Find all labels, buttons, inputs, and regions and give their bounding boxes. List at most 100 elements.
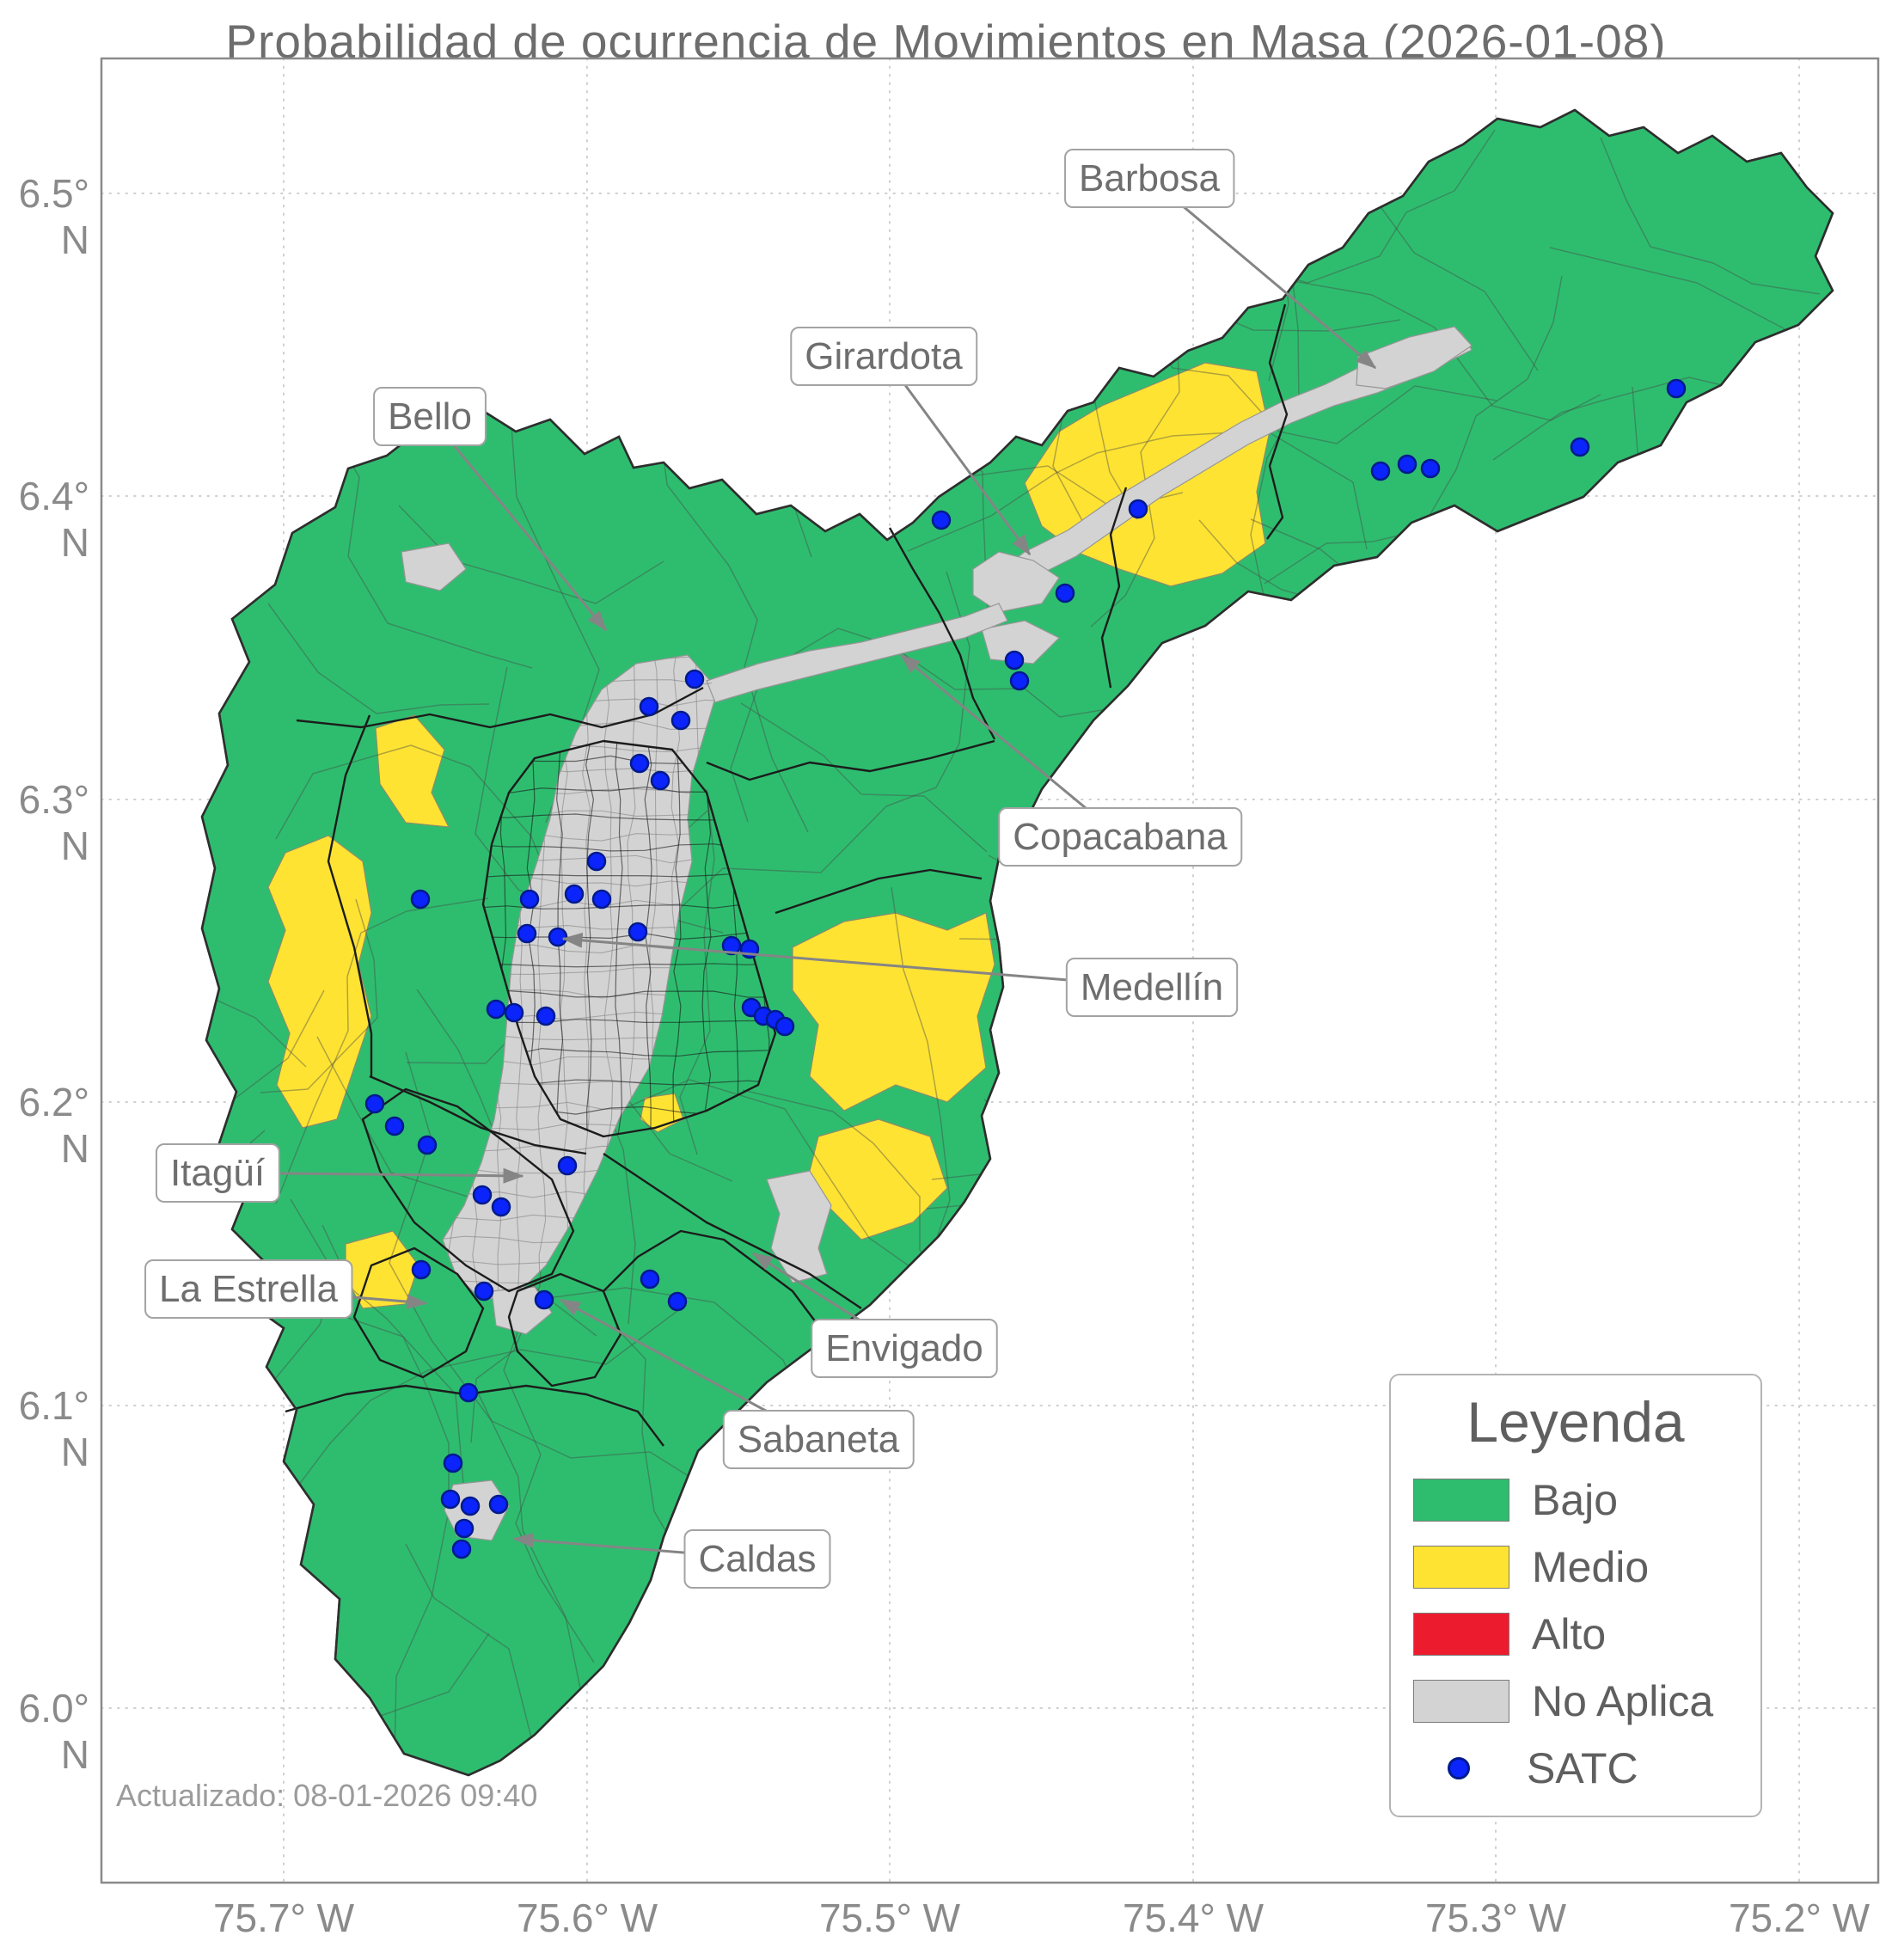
legend: Leyenda Bajo Medio Alto No Aplica SATC xyxy=(1389,1374,1762,1817)
satc-dot xyxy=(534,1289,554,1310)
legend-swatch-medio xyxy=(1413,1546,1509,1589)
satc-dot xyxy=(451,1539,472,1559)
region-no-aplica-patch xyxy=(981,620,1061,665)
legend-item-alto: Alto xyxy=(1413,1601,1738,1668)
region-medio-patch xyxy=(267,835,372,1129)
y-tick-label: 6.1° N xyxy=(18,1383,89,1474)
region-no-aplica-patch xyxy=(706,603,1008,703)
callout-box-sabaneta xyxy=(722,1410,915,1469)
satc-dot xyxy=(517,923,537,944)
municipality-boundary xyxy=(603,1229,819,1326)
satc-dot xyxy=(1370,461,1391,481)
satc-dot xyxy=(1055,583,1075,603)
satc-dot xyxy=(454,1518,475,1539)
satc-dot xyxy=(670,710,691,731)
satc-dot xyxy=(504,1002,524,1023)
x-tick-label: 75.6° W xyxy=(516,1896,658,1940)
satc-dot xyxy=(443,1453,463,1473)
y-tick-label: 6.0° N xyxy=(18,1686,89,1777)
satc-dot xyxy=(1420,458,1441,479)
satc-dot xyxy=(586,851,607,872)
satc-dot xyxy=(1397,454,1417,475)
satc-dot xyxy=(628,922,648,942)
satc-dot xyxy=(591,889,612,910)
satc-dot xyxy=(384,1116,405,1136)
municipality-boundary xyxy=(1266,303,1289,540)
callout-arrow-medellin xyxy=(561,932,1153,989)
plot-border xyxy=(100,57,1880,1884)
callout-label-itagui: Itagüí xyxy=(170,1152,266,1194)
y-tick-label: 6.5° N xyxy=(18,171,89,262)
region-outline xyxy=(200,108,1834,1777)
satc-dot xyxy=(417,1135,438,1155)
region-no-aplica-patch xyxy=(766,1170,832,1283)
callout-arrow-copacabana xyxy=(899,653,1121,838)
satc-dot xyxy=(536,1006,556,1026)
municipality-boundary xyxy=(481,739,777,1138)
legend-label-bajo: Bajo xyxy=(1532,1476,1619,1524)
updated-timestamp: Actualizado: 08-01-2026 09:40 xyxy=(116,1778,538,1813)
satc-dot xyxy=(472,1185,493,1205)
callout-arrow-barbosa xyxy=(1148,176,1377,370)
municipality-boundary xyxy=(327,714,373,1076)
x-tick-label: 75.5° W xyxy=(818,1896,961,1940)
callout-label-barbosa: Barbosa xyxy=(1079,157,1220,199)
satc-dot xyxy=(650,770,670,791)
callout-label-medellin: Medellín xyxy=(1081,966,1223,1008)
legend-item-medio: Medio xyxy=(1413,1534,1738,1601)
satc-dot xyxy=(486,999,506,1020)
satc-dot xyxy=(775,1016,795,1037)
satc-dot xyxy=(474,1281,494,1302)
y-tick-label: 6.3° N xyxy=(18,777,89,868)
municipality-boundary xyxy=(361,1087,575,1293)
satc-dot-icon xyxy=(1448,1757,1470,1779)
satc-dot xyxy=(364,1093,385,1114)
satc-dot xyxy=(440,1489,461,1510)
callout-box-la-estrella xyxy=(144,1259,353,1319)
callout-box-copacabana xyxy=(998,807,1243,867)
municipality-boundary xyxy=(1100,487,1128,689)
municipality-boundary xyxy=(888,527,996,740)
satc-stations xyxy=(364,378,1687,1559)
satc-dot xyxy=(564,884,585,904)
legend-label-no-aplica: No Aplica xyxy=(1532,1677,1714,1725)
satc-dot xyxy=(1004,650,1025,671)
region-medio-patch xyxy=(792,912,995,1112)
satc-dot xyxy=(519,889,540,910)
x-tick-label: 75.4° W xyxy=(1122,1896,1264,1940)
region-no-aplica-patch xyxy=(1356,326,1473,389)
callout-box-girardota xyxy=(790,327,978,386)
satc-dot xyxy=(931,510,952,530)
satc-dot xyxy=(639,696,659,717)
callout-label-girardota: Girardota xyxy=(805,335,963,377)
legend-label-alto: Alto xyxy=(1532,1610,1607,1658)
legend-label-satc: SATC xyxy=(1527,1744,1638,1792)
legend-swatch-no-aplica xyxy=(1413,1680,1509,1723)
municipality-boundary xyxy=(296,686,704,729)
callout-box-bello xyxy=(373,387,487,446)
satc-dot xyxy=(629,753,650,774)
callout-box-barbosa xyxy=(1064,149,1235,208)
satc-dot xyxy=(548,927,568,947)
municipality-boundary xyxy=(352,1246,485,1379)
municipality-boundary xyxy=(507,1272,622,1387)
callout-label-copacabana: Copacabana xyxy=(1013,816,1228,858)
legend-title: Leyenda xyxy=(1466,1390,1685,1454)
legend-swatch-alto xyxy=(1413,1613,1509,1656)
region-no-aplica-patch xyxy=(972,551,1060,613)
callout-box-caldas xyxy=(683,1529,831,1589)
callout-label-bello: Bello xyxy=(388,395,472,438)
callout-label-la-estrella: La Estrella xyxy=(159,1268,338,1310)
x-tick-label: 75.2° W xyxy=(1728,1896,1871,1940)
callout-label-sabaneta: Sabaneta xyxy=(738,1418,900,1461)
municipality-boundary xyxy=(285,1384,664,1447)
callout-box-itagui xyxy=(155,1143,280,1203)
satc-dot xyxy=(640,1269,660,1289)
satc-dot xyxy=(488,1494,509,1515)
satc-dot xyxy=(410,889,431,910)
callout-arrow-girardota xyxy=(882,355,1032,556)
legend-item-no-aplica: No Aplica xyxy=(1413,1668,1738,1735)
satc-dot xyxy=(1128,499,1148,519)
satc-dot xyxy=(491,1197,511,1217)
